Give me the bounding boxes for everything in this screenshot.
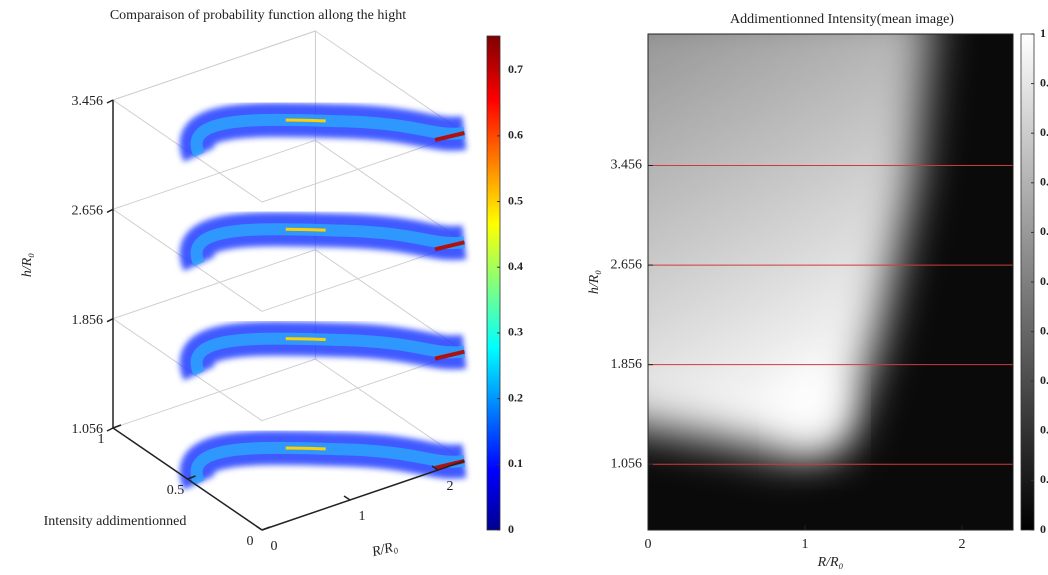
colorbar-tick-label: 0.1 (1040, 472, 1048, 486)
x-axis-label: R/R₀ (817, 555, 844, 570)
y-tick (112, 424, 122, 429)
x-tick-label: 1 (359, 509, 366, 524)
z-tick (106, 427, 114, 432)
colorbar-tick-label: 0.6 (508, 128, 523, 142)
colorbar-tick-label: 0.3 (508, 325, 523, 339)
y-tick-label: 0.5 (167, 483, 185, 498)
z-tick (106, 99, 114, 104)
colorbar-tick-label: 0.6 (1040, 224, 1048, 238)
density-core (190, 441, 466, 486)
colorbar (486, 35, 501, 531)
left-title: Comparaison of probability function allo… (110, 8, 406, 23)
plot-frame (647, 33, 1014, 531)
colorbar-tick-label: 0.4 (508, 259, 523, 273)
z-tick-label: 3.456 (72, 94, 104, 109)
y-tick-label: 2.656 (611, 257, 643, 272)
x-tick-label: 1 (801, 537, 808, 552)
x-axis (261, 460, 465, 531)
y-axis-label: h/R₀ (587, 270, 602, 294)
image-glow (648, 34, 932, 455)
y-tick-label: 1.056 (611, 456, 643, 471)
x-tick-label: 0 (271, 539, 278, 554)
z-tick-label: 1.056 (72, 422, 104, 437)
box-edge (112, 30, 316, 359)
colorbar-tick-label: 1 (1040, 26, 1046, 40)
intensity-image (648, 34, 1013, 530)
right-plot: 1.056 1.856 2.656 3.456 0 1 2 R/R₀ h/R₀ 0 0.1 0.2 0.… (587, 26, 1048, 570)
density-max (434, 349, 465, 361)
level-plane (111, 30, 466, 203)
colorbar-tick-label: 0.7 (1040, 175, 1048, 189)
left-plot: 1.056 1.856 2.656 3.456 0 1 2 0 0.5 1 R/R₀ Intensit… (20, 30, 523, 560)
y-tick-label: 3.456 (611, 158, 643, 173)
colorbar-tick-label: 0.1 (508, 456, 523, 470)
level-plane (111, 139, 466, 312)
colorbar-tick-label: 0.7 (508, 62, 523, 76)
density-core (190, 332, 466, 376)
colorbar-tick-label: 0.3 (1040, 373, 1048, 387)
level-plane (111, 249, 466, 422)
y-tick (187, 475, 196, 480)
x-tick-label: 2 (447, 479, 454, 494)
colorbar-tick-label: 0.8 (1040, 125, 1048, 139)
colorbar-tick-label: 0.5 (1040, 274, 1048, 288)
colorbar-tick-label: 0.9 (1040, 75, 1048, 89)
z-tick-label: 1.856 (72, 313, 104, 328)
density-max (434, 240, 465, 252)
right-title: Addimentionned Intensity(mean image) (730, 12, 954, 27)
density-core (190, 223, 466, 267)
z-axis-label: h/R₀ (20, 253, 35, 277)
image-hotspot (787, 370, 843, 450)
z-tick (106, 317, 114, 323)
y-tick-label: 0 (247, 534, 254, 549)
x-axis-label: R/R₀ (370, 539, 400, 560)
y-tick (261, 526, 271, 531)
y-tick-label: 1 (98, 432, 105, 447)
z-tick-label: 2.656 (72, 204, 104, 219)
colorbar-tick-label: 0.2 (1040, 423, 1048, 437)
colorbar-tick-label: 0 (1040, 522, 1046, 536)
density-max (434, 131, 465, 142)
x-tick (431, 465, 439, 471)
density-core (190, 113, 466, 158)
x-tick (343, 495, 351, 501)
x-tick (255, 525, 263, 531)
y-axis-label: Intensity addimentionned (44, 514, 187, 529)
y-tick-label: 1.856 (611, 357, 643, 372)
x-tick-label: 2 (958, 537, 965, 552)
colorbar-tick-label: 0 (508, 522, 514, 536)
colorbar-tick-label: 0.5 (508, 193, 523, 207)
z-tick (106, 208, 114, 214)
colorbar-tick-label: 0.2 (508, 390, 523, 404)
colorbar-tick-label: 0.4 (1040, 323, 1048, 337)
x-tick-label: 0 (645, 537, 652, 552)
